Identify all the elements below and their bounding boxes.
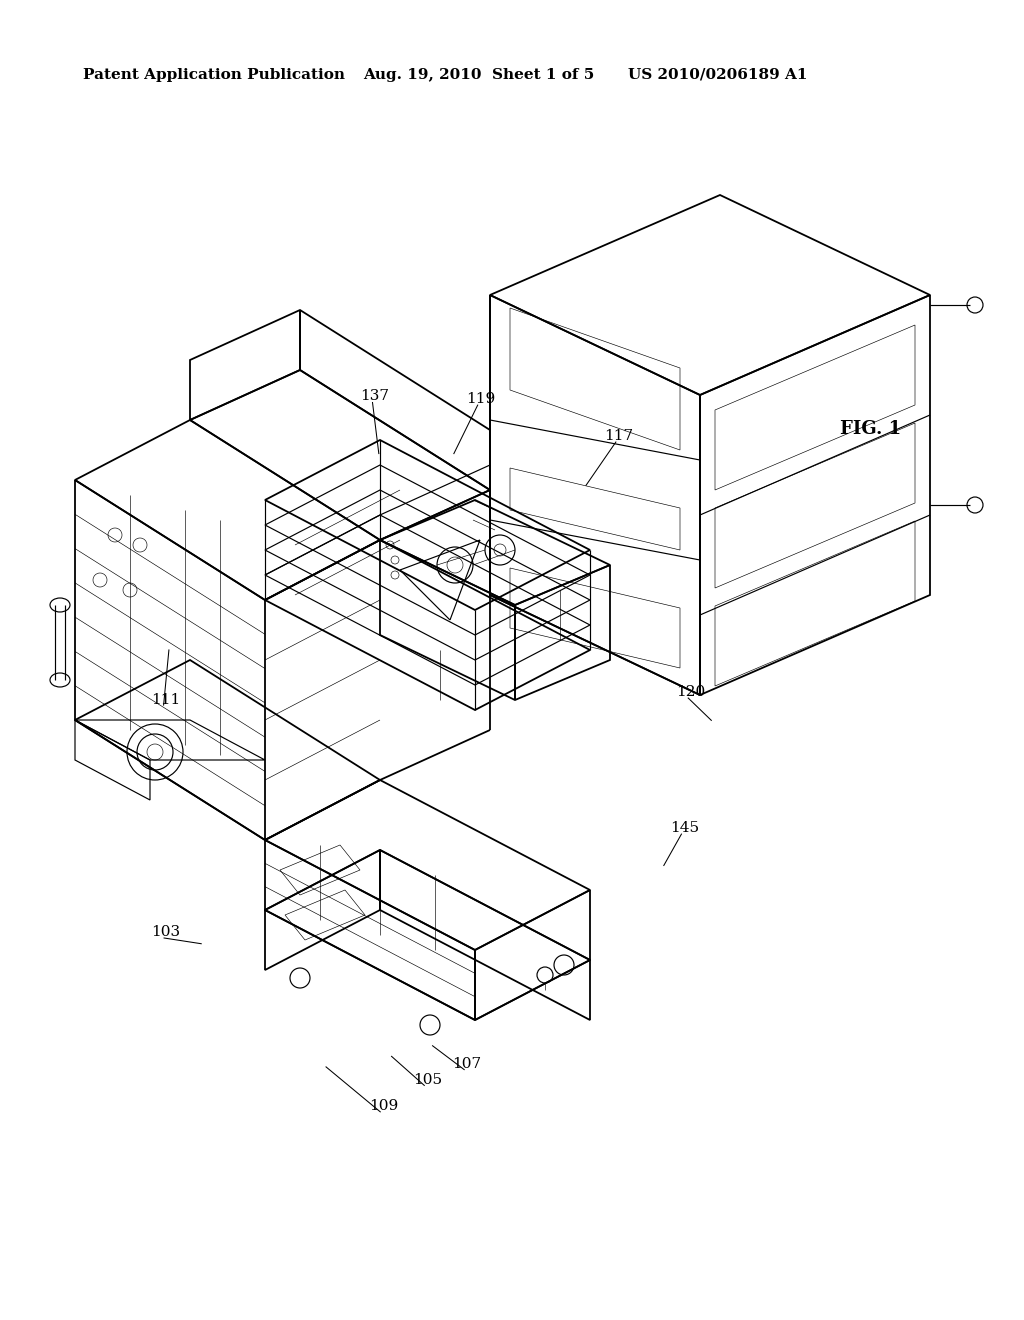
Text: 117: 117	[604, 429, 633, 442]
Text: 103: 103	[152, 925, 180, 939]
Text: Patent Application Publication: Patent Application Publication	[83, 69, 345, 82]
Text: 120: 120	[676, 685, 706, 698]
Text: 119: 119	[466, 392, 496, 405]
Text: 109: 109	[369, 1100, 398, 1113]
Text: Aug. 19, 2010  Sheet 1 of 5: Aug. 19, 2010 Sheet 1 of 5	[362, 69, 594, 82]
Text: 145: 145	[670, 821, 698, 834]
Text: 137: 137	[360, 389, 389, 403]
Text: FIG. 1: FIG. 1	[840, 420, 901, 438]
Text: 111: 111	[152, 693, 181, 706]
Text: 107: 107	[453, 1057, 481, 1071]
Text: US 2010/0206189 A1: US 2010/0206189 A1	[628, 69, 808, 82]
Text: 105: 105	[413, 1073, 441, 1086]
